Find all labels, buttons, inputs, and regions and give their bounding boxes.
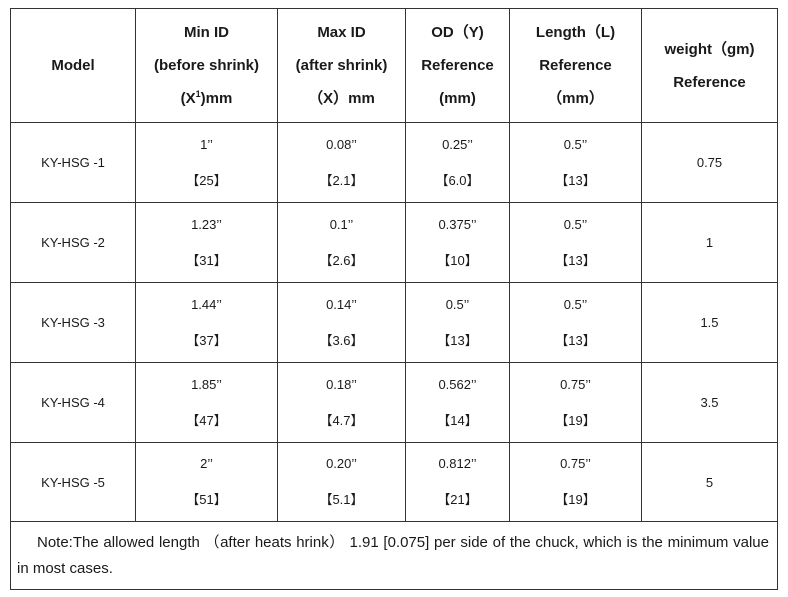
min-id-cell: 1.44’’ 【37】 bbox=[135, 282, 278, 363]
header-weight: weight（gm) Reference bbox=[641, 8, 778, 123]
od-cell: 0.562’’ 【14】 bbox=[405, 362, 510, 443]
od-cell: 0.25’’ 【6.0】 bbox=[405, 122, 510, 203]
header-row: Model Min ID (before shrink) (X1)mm Max … bbox=[10, 8, 778, 123]
length-cell: 0.75’’ 【19】 bbox=[509, 442, 642, 522]
model-cell: KY-HSG -1 bbox=[10, 122, 136, 203]
header-model: Model bbox=[10, 8, 136, 123]
note-cell: Note:The allowed length （after heats hri… bbox=[10, 521, 778, 590]
length-cell: 0.75’’ 【19】 bbox=[509, 362, 642, 443]
min-id-cell: 2’’ 【51】 bbox=[135, 442, 278, 522]
spec-table: Model Min ID (before shrink) (X1)mm Max … bbox=[10, 8, 778, 590]
min-id-cell: 1’’ 【25】 bbox=[135, 122, 278, 203]
weight-cell: 3.5 bbox=[641, 362, 778, 443]
length-cell: 0.5’’ 【13】 bbox=[509, 282, 642, 363]
header-min-id: Min ID (before shrink) (X1)mm bbox=[135, 8, 278, 123]
note-text: Note:The allowed length （after heats hri… bbox=[17, 533, 769, 577]
od-cell: 0.812’’ 【21】 bbox=[405, 442, 510, 522]
header-od: OD（Y) Reference (mm) bbox=[405, 8, 510, 123]
max-id-cell: 0.18’’ 【4.7】 bbox=[277, 362, 406, 443]
header-max-id: Max ID (after shrink) （X）mm bbox=[277, 8, 406, 123]
length-cell: 0.5’’ 【13】 bbox=[509, 122, 642, 203]
model-cell: KY-HSG -2 bbox=[10, 202, 136, 283]
table-row: KY-HSG -1 1’’ 【25】 0.08’’ 【2.1】 0.25’’ 【6.0… bbox=[10, 122, 778, 203]
note-row: Note:The allowed length （after heats hri… bbox=[10, 521, 778, 590]
table-row: KY-HSG -2 1.23’’ 【31】 0.1’’ 【2.6】 0.375’’ 【… bbox=[10, 202, 778, 283]
weight-cell: 5 bbox=[641, 442, 778, 522]
od-cell: 0.5’’ 【13】 bbox=[405, 282, 510, 363]
table-row: KY-HSG -5 2’’ 【51】 0.20’’ 【5.1】 0.812’’ 【21… bbox=[10, 442, 778, 522]
od-cell: 0.375’’ 【10】 bbox=[405, 202, 510, 283]
max-id-cell: 0.14’’ 【3.6】 bbox=[277, 282, 406, 363]
min-id-cell: 1.85’’ 【47】 bbox=[135, 362, 278, 443]
table-row: KY-HSG -4 1.85’’ 【47】 0.18’’ 【4.7】 0.562’’… bbox=[10, 362, 778, 443]
model-cell: KY-HSG -3 bbox=[10, 282, 136, 363]
header-length: Length（L) Reference （mm） bbox=[509, 8, 642, 123]
model-cell: KY-HSG -4 bbox=[10, 362, 136, 443]
max-id-cell: 0.20’’ 【5.1】 bbox=[277, 442, 406, 522]
max-id-cell: 0.08’’ 【2.1】 bbox=[277, 122, 406, 203]
max-id-cell: 0.1’’ 【2.6】 bbox=[277, 202, 406, 283]
table-row: KY-HSG -3 1.44’’ 【37】 0.14’’ 【3.6】 0.5’’ 【1… bbox=[10, 282, 778, 363]
weight-cell: 1.5 bbox=[641, 282, 778, 363]
model-cell: KY-HSG -5 bbox=[10, 442, 136, 522]
min-id-cell: 1.23’’ 【31】 bbox=[135, 202, 278, 283]
weight-cell: 0.75 bbox=[641, 122, 778, 203]
length-cell: 0.5’’ 【13】 bbox=[509, 202, 642, 283]
weight-cell: 1 bbox=[641, 202, 778, 283]
